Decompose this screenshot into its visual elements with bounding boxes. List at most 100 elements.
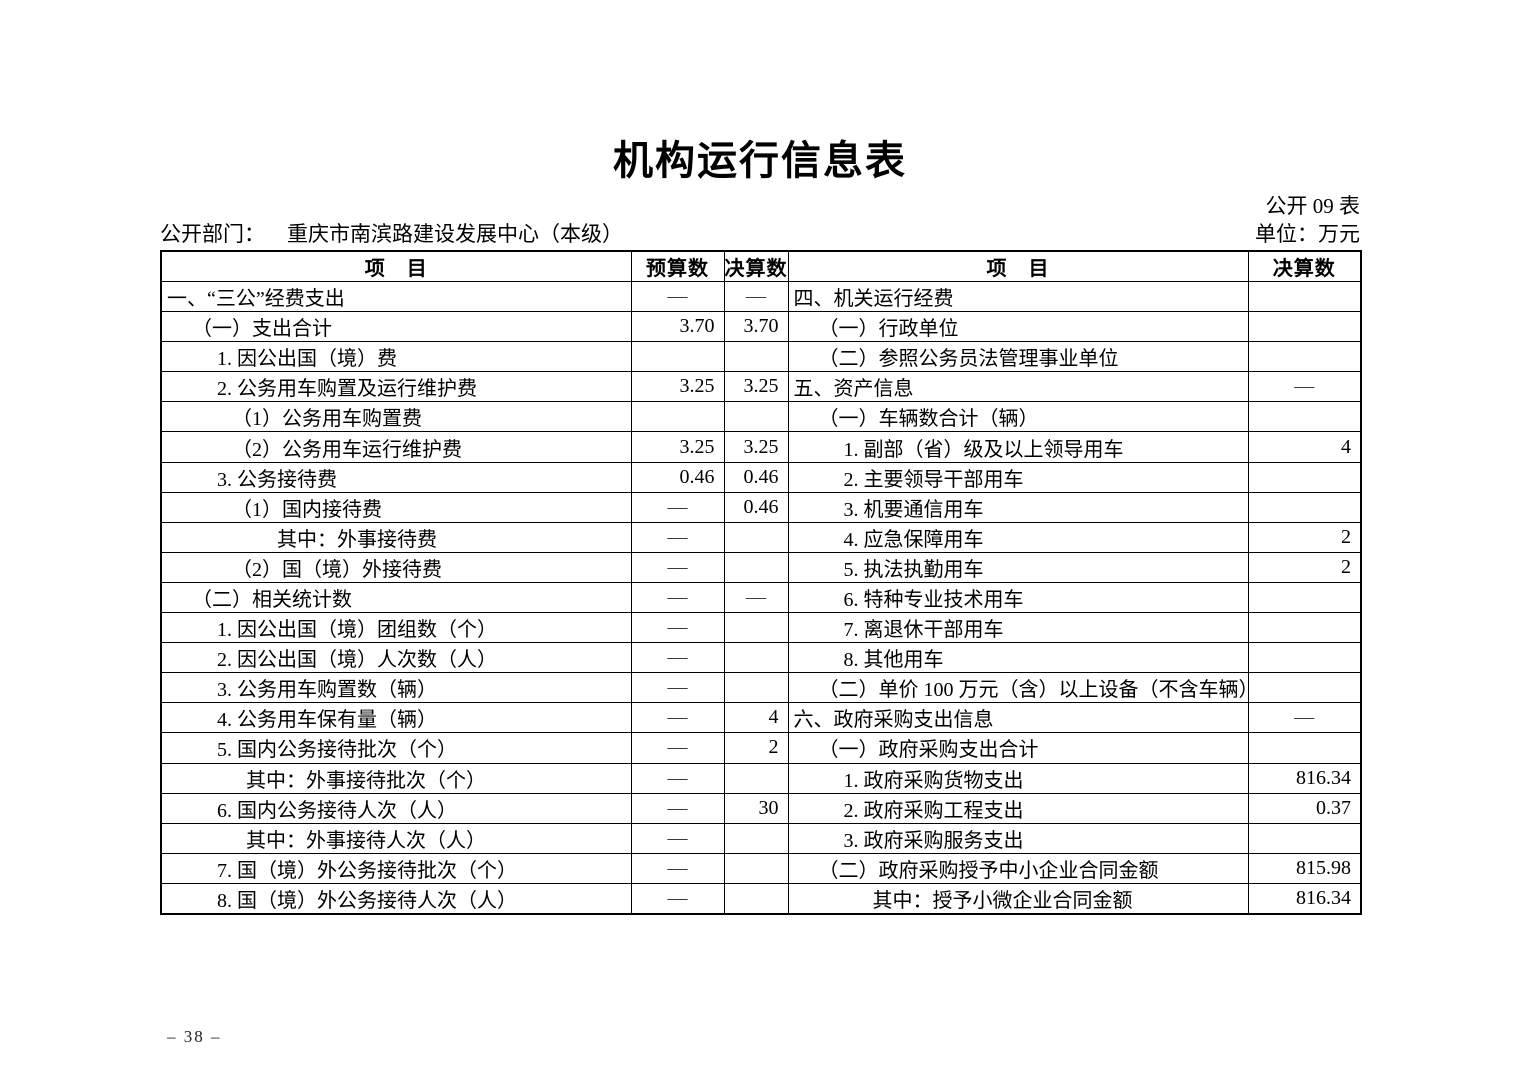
left-item-cell: 其中：外事接待费 [160,521,632,553]
table-row: 1. 因公出国（境）费 （二）参照公务员法管理事业单位 [160,341,1362,373]
left-final-cell [723,762,789,794]
right-final-cell [1247,461,1362,493]
left-final-cell: 3.25 [723,371,789,403]
header-row: 项 目 预算数 决算数 项 目 决算数 [160,250,1362,282]
table-row: 7. 国（境）外公务接待批次（个） — （二）政府采购授予中小企业合同金额 815.9… [160,852,1362,884]
unit-note: 单位：万元 [1255,222,1360,246]
left-item-cell: 7. 国（境）外公务接待批次（个） [160,852,632,884]
budget-cell: — [630,612,725,644]
left-final-cell [723,612,789,644]
left-final-cell [723,521,789,553]
left-item-cell: 一、“三公”经费支出 [160,280,632,313]
left-final-cell [723,852,789,884]
right-final-cell: 2 [1247,551,1362,583]
table-row: 其中：外事接待人次（人） — 3. 政府采购服务支出 [160,822,1362,854]
right-final-cell [1247,822,1362,854]
table-row: 其中：外事接待费 — 4. 应急保障用车 2 [160,521,1362,553]
right-final-cell [1247,401,1362,433]
right-item-cell: 其中：授予小微企业合同金额 [787,882,1249,915]
left-item-cell: 5. 国内公务接待批次（个） [160,732,632,764]
right-final-cell: 816.34 [1247,882,1362,915]
form-code: 公开 09 表 [1265,194,1361,218]
left-item-cell: 其中：外事接待批次（个） [160,762,632,794]
right-item-cell: 六、政府采购支出信息 [787,702,1249,734]
left-item-cell: （1）国内接待费 [160,491,632,523]
right-item-cell: 6. 特种专业技术用车 [787,581,1249,614]
left-item-cell: （二）相关统计数 [160,581,632,614]
left-final-cell [723,642,789,674]
table-row: 8. 国（境）外公务接待人次（人） — 其中：授予小微企业合同金额 816.34 [160,882,1362,915]
right-final-cell [1247,341,1362,373]
right-final-cell: 4 [1247,431,1362,463]
budget-cell: — [630,762,725,794]
department-label: 公开部门： [160,222,265,246]
budget-cell: — [630,551,725,583]
budget-cell: — [630,581,725,614]
department-line: 公开部门： 重庆市南滨路建设发展中心（本级） [160,218,623,248]
left-item-cell: 8. 国（境）外公务接待人次（人） [160,882,632,915]
right-item-cell: （一）政府采购支出合计 [787,732,1249,764]
left-final-cell: 4 [723,702,789,734]
right-final-cell: 816.34 [1247,762,1362,794]
right-final-cell [1247,491,1362,523]
budget-cell: 3.25 [630,431,725,463]
page-number: – 38 – [167,1027,222,1046]
left-item-cell: 4. 公务用车保有量（辆） [160,702,632,734]
right-final-cell: — [1247,702,1362,734]
budget-cell: — [630,822,725,854]
page-title: 机构运行信息表 [613,139,907,183]
right-item-cell: 7. 离退休干部用车 [787,612,1249,644]
left-item-cell: （一）支出合计 [160,311,632,343]
left-final-cell: 3.25 [723,431,789,463]
left-final-cell: 0.46 [723,491,789,523]
left-final-cell: 3.70 [723,311,789,343]
budget-cell: — [630,702,725,734]
right-final-cell [1247,280,1362,313]
table-row: 3. 公务接待费 0.46 0.46 2. 主要领导干部用车 [160,461,1362,493]
department-name: 重庆市南滨路建设发展中心（本级） [287,222,623,246]
budget-cell [630,341,725,373]
left-final-cell [723,822,789,854]
table-row: （1）公务用车购置费 （一）车辆数合计（辆） [160,401,1362,433]
right-final-cell [1247,581,1362,614]
left-item-cell: （1）公务用车购置费 [160,401,632,433]
left-final-cell [723,882,789,915]
right-final-cell: 0.37 [1247,792,1362,824]
col-header-budget: 预算数 [630,250,725,282]
right-item-cell: 四、机关运行经费 [787,280,1249,313]
right-item-cell: 8. 其他用车 [787,642,1249,674]
left-item-cell: 1. 因公出国（境）费 [160,341,632,373]
right-final-cell: — [1247,371,1362,403]
left-item-cell: 3. 公务接待费 [160,461,632,493]
left-item-cell: 2. 公务用车购置及运行维护费 [160,371,632,403]
table-row: 其中：外事接待批次（个） — 1. 政府采购货物支出 816.34 [160,762,1362,794]
col-header-item-left: 项 目 [160,250,632,282]
right-final-cell [1247,311,1362,343]
col-header-final-left: 决算数 [723,250,789,282]
right-item-cell: 3. 机要通信用车 [787,491,1249,523]
left-item-cell: 1. 因公出国（境）团组数（个） [160,612,632,644]
left-final-cell: 0.46 [723,461,789,493]
left-item-cell: （2）公务用车运行维护费 [160,431,632,463]
table-row: 6. 国内公务接待人次（人） —30 2. 政府采购工程支出 0.37 [160,792,1362,824]
table-row: （1）国内接待费 —0.46 3. 机要通信用车 [160,491,1362,523]
right-final-cell: 815.98 [1247,852,1362,884]
budget-cell [630,401,725,433]
right-item-cell: 1. 政府采购货物支出 [787,762,1249,794]
left-item-cell: 6. 国内公务接待人次（人） [160,792,632,824]
left-item-cell: 3. 公务用车购置数（辆） [160,672,632,704]
col-header-item-right: 项 目 [787,250,1249,282]
left-final-cell [723,341,789,373]
table-row: （二）相关统计数 — —6. 特种专业技术用车 [160,581,1362,614]
operation-info-table: 项 目 预算数 决算数 项 目 决算数 一、“三公”经费支出 — — 四、机关运行经费… [160,250,1362,915]
budget-cell: — [630,642,725,674]
budget-cell: — [630,491,725,523]
budget-cell: — [630,672,725,704]
budget-cell: 3.70 [630,311,725,343]
table-row: 2. 因公出国（境）人次数（人） — 8. 其他用车 [160,642,1362,674]
right-final-cell [1247,642,1362,674]
table-row: 5. 国内公务接待批次（个） —2 （一）政府采购支出合计 [160,732,1362,764]
left-final-cell [723,672,789,704]
right-final-cell: 2 [1247,521,1362,553]
right-final-cell [1247,612,1362,644]
